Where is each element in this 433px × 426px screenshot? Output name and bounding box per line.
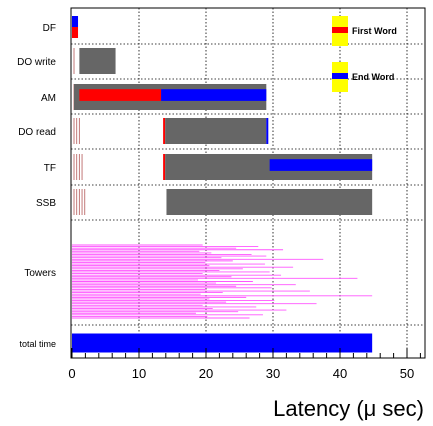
legend: First Word End Word [332,16,397,92]
x-tick-label: 0 [68,366,75,381]
bar-df-end-word [72,16,79,27]
x-tick-label: 40 [333,366,347,381]
plot-frame [70,7,426,359]
x-axis: 0 10 20 30 40 50 [68,348,421,381]
legend-label-end-word: End Word [352,72,394,82]
x-tick-label: 10 [132,366,146,381]
category-label-do-read: DO read [18,127,56,138]
bar-tf-first-word [163,154,166,180]
category-label-ssb: SSB [36,198,56,209]
bar-am-first-word [79,89,162,101]
towers-series [72,244,373,319]
category-label-am: AM [41,93,56,104]
x-tick-label: 30 [266,366,280,381]
stage-bars [72,16,373,353]
category-labels: DF DO write AM DO read TF SSB Towers total time [17,23,56,349]
bar-total-time-end-word [72,333,373,353]
category-label-towers: Towers [24,268,56,279]
bar-am-end-word [161,89,267,101]
x-axis-title: Latency (μ sec) [273,396,424,421]
bar-df-first-word [72,27,79,38]
legend-label-first-word: First Word [352,26,397,36]
bar-tf-end-word [269,159,373,171]
bar-do-read-end-word [266,118,269,144]
bar-do-write-processing [79,48,116,74]
category-label-df: DF [43,23,56,34]
grid [71,8,425,358]
bar-ssb-processing [166,189,373,215]
legend-swatch-marker [332,27,348,33]
legend-swatch-marker [332,73,348,79]
bar-do-read-processing [165,118,267,144]
category-label-tf: TF [44,163,56,174]
x-tick-label: 50 [400,366,414,381]
category-label-do-write: DO write [17,57,56,68]
x-tick-label: 20 [199,366,213,381]
category-label-total-time: total time [19,339,56,349]
bar-do-read-first-word [163,118,166,144]
